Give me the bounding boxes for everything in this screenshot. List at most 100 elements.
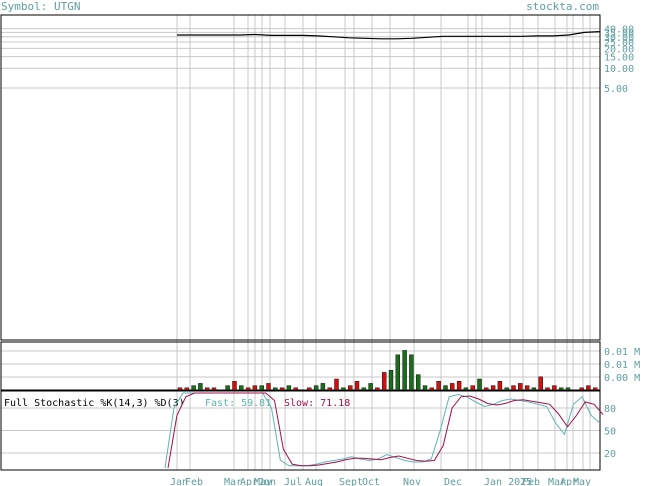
stochastic-tick-label: 80 (604, 404, 616, 415)
slow-value-label: Slow: 71.18 (284, 398, 350, 409)
volume-bar (286, 385, 292, 391)
volume-bar (572, 389, 577, 391)
slow-line (167, 392, 604, 469)
x-tick-label: Jun (258, 477, 276, 486)
stochastic-tick-label: 50 (604, 427, 616, 438)
volume-bar (409, 354, 414, 391)
x-tick-label: Sept (339, 477, 363, 486)
price-tick-label: 40.00 (604, 25, 634, 36)
volume-tick-label: 0.00 M (604, 373, 640, 384)
volume-bar (191, 385, 196, 391)
x-tick-label: Feb (185, 477, 203, 486)
volume-bar (470, 385, 475, 391)
volume-bar (198, 383, 203, 391)
stochastic-frame (0, 390, 601, 471)
volume-bar (266, 383, 271, 391)
volume-bar (593, 387, 598, 391)
price-tick-label: 5.00 (604, 84, 628, 95)
stochastic-tick-label: 20 (604, 449, 616, 460)
price-tick-label: 35.00 (604, 28, 634, 39)
volume-bar (395, 354, 400, 391)
volume-bar (545, 387, 550, 391)
price-line (177, 31, 601, 40)
volume-bar (348, 385, 353, 391)
price-tick-label: 10.00 (604, 64, 634, 75)
volume-bar (273, 387, 278, 391)
x-tick-label: Nov (403, 477, 421, 486)
x-tick-label: Mar (548, 477, 566, 486)
fast-value-label: Fast: 59.81 (205, 398, 271, 409)
volume-bar (232, 381, 237, 391)
stochastic-title: Full Stochastic %K(14,3) %D(3) (4, 398, 185, 409)
volume-bar (402, 350, 407, 391)
volume-bar (218, 389, 224, 391)
volume-bar (368, 383, 373, 391)
volume-tick-label: 0.01 M (604, 347, 640, 358)
volume-bar (552, 385, 557, 391)
x-tick-label: Jan (170, 477, 188, 486)
x-tick-label: Feb (522, 477, 540, 486)
volume-bar (375, 387, 380, 391)
x-tick-label: Jul (284, 477, 302, 486)
volume-bar (320, 383, 326, 391)
x-tick-label: Jan 2025 (484, 477, 532, 486)
volume-bar (382, 372, 387, 391)
volume-panel: 0.01 M 0.01 M 0.00 M (177, 347, 640, 391)
volume-bar (559, 387, 564, 391)
volume-bar (239, 385, 244, 391)
volume-bar (245, 387, 251, 391)
volume-bar (341, 387, 346, 391)
volume-bar (443, 385, 448, 391)
volume-bar (463, 387, 469, 391)
volume-tick-label: 0.01 M (604, 360, 640, 371)
x-tick-label: May (254, 477, 272, 486)
x-tick-label: May (573, 477, 591, 486)
price-panel (177, 31, 601, 40)
volume-bar (279, 387, 285, 391)
volume-bar (477, 378, 482, 391)
volume-bar (490, 385, 496, 391)
volume-bar (300, 389, 305, 391)
volume-bar (334, 378, 339, 391)
volume-bar (211, 387, 217, 391)
volume-bar (307, 387, 312, 391)
volume-bar (225, 385, 230, 391)
volume-bar (293, 387, 298, 391)
volume-bar (361, 387, 366, 391)
price-tick-label: 25.00 (604, 38, 634, 49)
volume-bar (579, 387, 584, 391)
volume-bar (586, 385, 591, 391)
volume-bar (456, 381, 462, 391)
price-tick-label: 20.00 (604, 44, 634, 55)
volume-bar (531, 387, 537, 391)
volume-bar (327, 387, 332, 391)
volume-bar (204, 387, 210, 391)
volume-bar (504, 387, 509, 391)
price-frame (0, 14, 601, 341)
volume-bar (565, 387, 571, 391)
volume-bar (497, 381, 503, 391)
symbol-label: Symbol: UTGN (1, 0, 81, 13)
volume-bar (354, 381, 360, 391)
x-tick-label: Aug (305, 477, 323, 486)
x-tick-label: Apr (560, 477, 578, 486)
volume-bar (429, 387, 434, 391)
volume-bar (436, 381, 441, 391)
volume-bar (524, 385, 530, 391)
x-tick-label: Dec (444, 477, 462, 486)
volume-bar (184, 387, 190, 391)
volume-bar (518, 383, 523, 391)
volume-bar (416, 374, 421, 391)
volume-bar (388, 370, 394, 391)
volume-bar (450, 383, 455, 391)
volume-bar (177, 387, 183, 391)
x-tick-label: Apr (240, 477, 258, 486)
volume-bar (259, 385, 264, 391)
volume-bar (484, 387, 489, 391)
stochastic-panel: Full Stochastic %K(14,3) %D(3) Fast: 59.… (4, 392, 616, 469)
volume-bar (252, 385, 258, 391)
x-tick-label: Oct (362, 477, 380, 486)
price-tick-label: 15.00 (604, 53, 634, 64)
volume-bar (511, 385, 516, 391)
